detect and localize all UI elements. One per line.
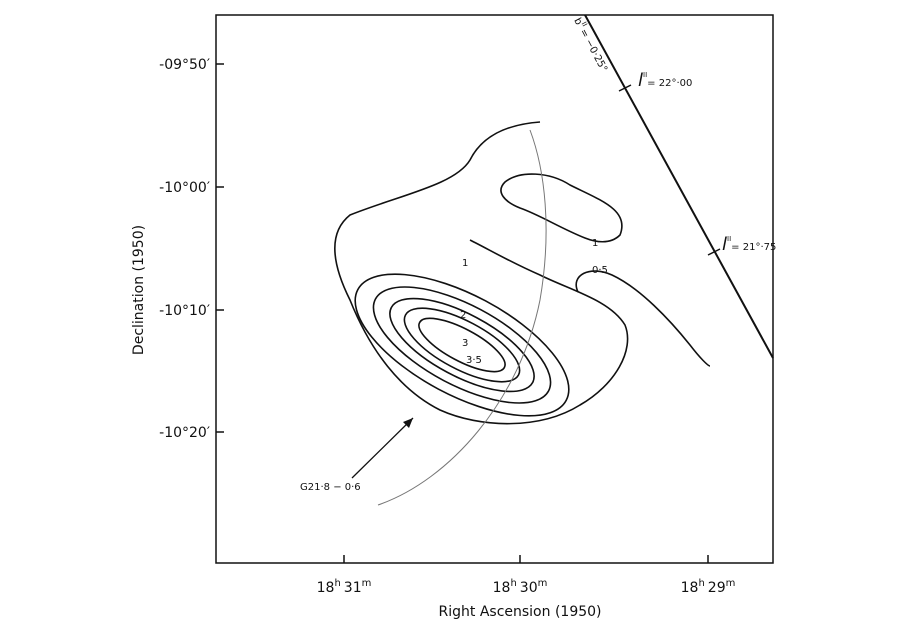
contours bbox=[333, 121, 711, 506]
unit: h bbox=[698, 578, 704, 589]
unit: m bbox=[726, 578, 736, 589]
contour bbox=[500, 173, 623, 243]
x-tick-label: 18h 31m bbox=[317, 578, 372, 596]
l-value: = 21°·75 bbox=[731, 242, 776, 253]
number: 18 bbox=[317, 580, 335, 596]
contour-label: 3·5 bbox=[466, 355, 482, 366]
unit: m bbox=[362, 578, 372, 589]
b-symbol: b bbox=[571, 16, 584, 27]
y-axis-label: Declination (1950) bbox=[131, 225, 147, 355]
contour-label: 1 bbox=[592, 238, 598, 249]
x-tick-label: 18h 30m bbox=[493, 578, 548, 596]
contour bbox=[403, 307, 521, 383]
arrow bbox=[351, 417, 414, 479]
contour bbox=[333, 121, 629, 425]
contour bbox=[389, 297, 535, 393]
l-label: lII= 22°·00 bbox=[638, 70, 692, 91]
arrowhead bbox=[403, 418, 413, 428]
contour-labels: 1 2 3 3·5 1 0·5 bbox=[460, 238, 608, 366]
number: 31 bbox=[344, 580, 362, 596]
galactic-arc bbox=[377, 129, 547, 506]
l-mark bbox=[707, 248, 721, 256]
y-tick-label: -10°20′ bbox=[159, 425, 210, 441]
x-axis-label: Right Ascension (1950) bbox=[439, 604, 602, 620]
l-sup: II bbox=[727, 235, 731, 243]
l-label: lII= 21°·75 bbox=[722, 234, 776, 255]
contour bbox=[575, 270, 711, 367]
unit: h bbox=[510, 578, 516, 589]
contour-label: 0·5 bbox=[592, 265, 608, 276]
l-symbol: l bbox=[722, 234, 727, 255]
l-value: = 22°·00 bbox=[647, 78, 692, 89]
number: 18 bbox=[493, 580, 511, 596]
contour-label: 2 bbox=[460, 310, 466, 321]
contour-label: 3 bbox=[462, 338, 468, 349]
contour bbox=[354, 273, 570, 417]
y-tick-label: -09°50′ bbox=[159, 57, 210, 73]
number: 18 bbox=[681, 580, 699, 596]
l-sup: II bbox=[643, 71, 647, 79]
galactic-line bbox=[584, 14, 774, 359]
l-mark bbox=[618, 84, 632, 92]
unit: m bbox=[538, 578, 548, 589]
number: 29 bbox=[708, 580, 726, 596]
x-tick-label: 18h 29m bbox=[681, 578, 736, 596]
contour bbox=[418, 317, 506, 373]
unit: h bbox=[334, 578, 340, 589]
y-tick-label: -10°00′ bbox=[159, 180, 210, 196]
contour bbox=[372, 286, 552, 404]
y-tick-label: -10°10′ bbox=[159, 303, 210, 319]
ticks bbox=[216, 63, 709, 563]
l-symbol: l bbox=[638, 70, 643, 91]
b-sup: II bbox=[580, 20, 589, 27]
source-label: G21·8 − 0·6 bbox=[300, 482, 361, 493]
x-ticks: 18h 31m 18h 30m 18h 29m bbox=[317, 578, 736, 596]
b-label: bII= −0·25° bbox=[571, 15, 611, 74]
plot-frame bbox=[215, 14, 774, 564]
contour-label: 1 bbox=[462, 258, 468, 269]
number: 30 bbox=[520, 580, 538, 596]
